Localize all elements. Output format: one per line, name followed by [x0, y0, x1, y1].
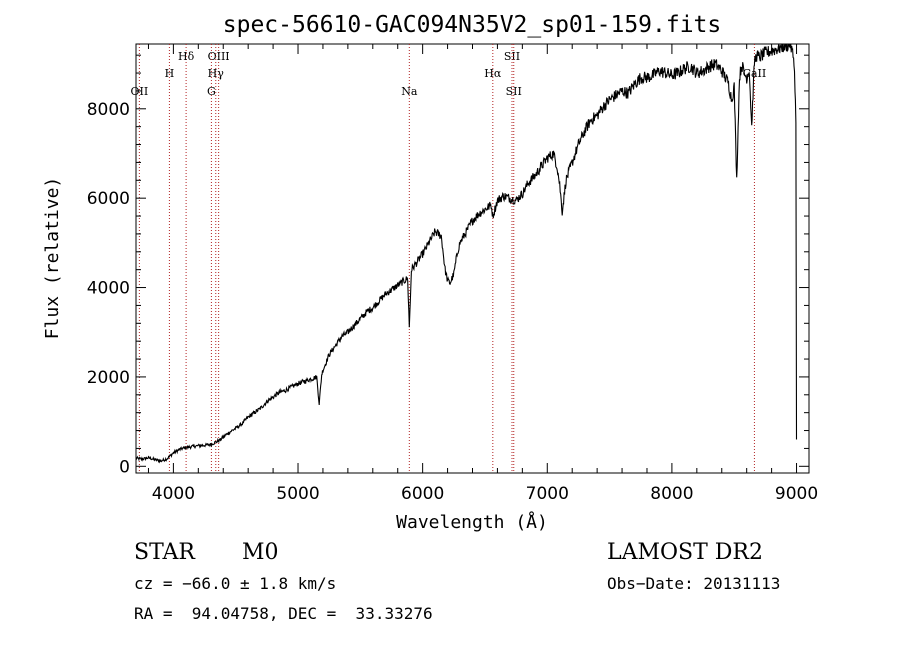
marker-label: SII [506, 85, 522, 98]
spectrum-line [135, 43, 798, 464]
marker-label: CaII [743, 67, 767, 80]
marker-label: Hγ [208, 67, 225, 80]
x-tick-label: 6000 [401, 484, 444, 504]
axis-ticks: 4000 5000 6000 7000 8000 9000 0 2000 4000 6000 800… [87, 44, 818, 504]
y-tick-label: 4000 [87, 279, 130, 299]
marker-label: G [207, 85, 216, 98]
y-tick-label: 0 [119, 457, 130, 477]
obs-date-text: Obs−Date: 20131113 [607, 574, 781, 593]
marker-label: Hα [484, 67, 502, 80]
coords-text: RA = 94.04758, DEC = 33.33276 [134, 604, 433, 623]
x-tick-label: 5000 [276, 484, 319, 504]
x-tick-label: 4000 [152, 484, 195, 504]
object-class: STAR [134, 540, 195, 565]
marker-label: Na [401, 85, 418, 98]
y-axis-label: Flux (relative) [42, 177, 63, 340]
marker-label: SII [504, 50, 520, 63]
chart-title: spec-56610-GAC094N35V2_sp01-159.fits [223, 12, 722, 38]
y-tick-label: 8000 [87, 100, 130, 120]
redshift-text: cz = −66.0 ± 1.8 km/s [134, 574, 337, 593]
x-tick-label: 8000 [650, 484, 693, 504]
x-tick-label: 7000 [526, 484, 569, 504]
object-subclass: M0 [242, 540, 279, 565]
marker-label: Hδ [178, 50, 195, 63]
marker-label: OII [131, 85, 149, 98]
marker-label: OIII [208, 50, 230, 63]
x-tick-label: 9000 [775, 484, 818, 504]
x-axis-label: Wavelength (Å) [396, 511, 548, 533]
survey-name: LAMOST DR2 [607, 540, 763, 565]
y-tick-label: 2000 [87, 368, 130, 388]
y-tick-label: 6000 [87, 189, 130, 209]
plot-frame [135, 43, 810, 474]
marker-label: H [165, 67, 175, 80]
